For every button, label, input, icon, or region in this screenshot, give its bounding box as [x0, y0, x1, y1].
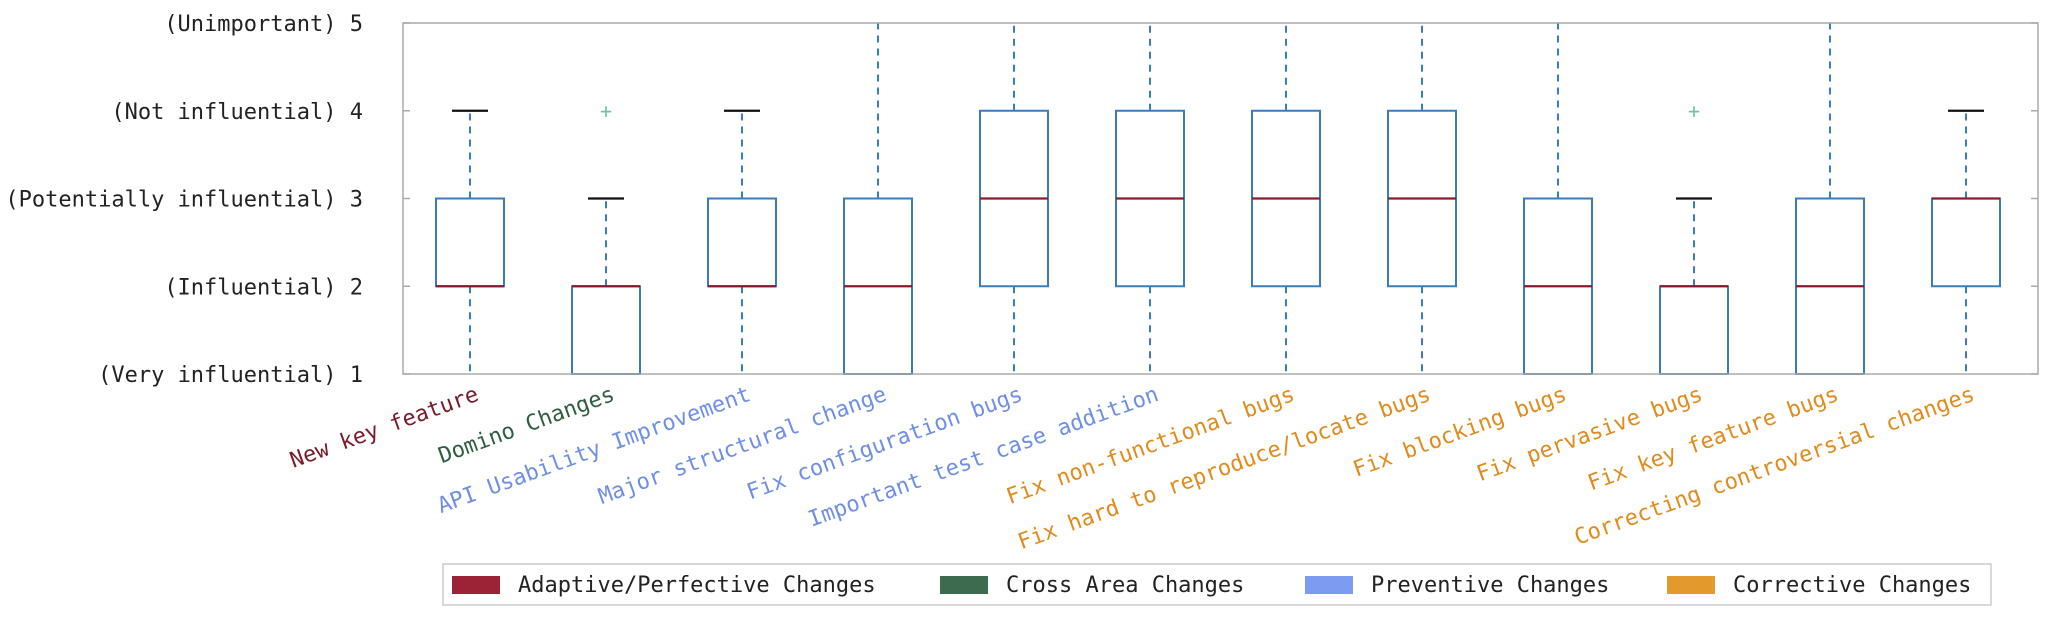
- plot-area: + +: [435, 23, 2001, 375]
- legend-label: Preventive Changes: [1371, 573, 1609, 598]
- legend-frame: [442, 563, 1992, 606]
- plot-frame: [402, 22, 2039, 375]
- box-7: [1251, 23, 1321, 374]
- box-8: [1387, 23, 1457, 374]
- outlier-marker: +: [1688, 99, 1700, 123]
- box-iqr: [707, 197, 777, 288]
- legend: Adaptive/Perfective Changes Cross Area Ch…: [442, 563, 1992, 606]
- legend-label: Cross Area Changes: [1006, 573, 1244, 598]
- box-iqr: [571, 285, 641, 375]
- box-9: [1523, 23, 1593, 375]
- legend-swatch: [452, 576, 500, 594]
- box-2: +: [571, 99, 641, 375]
- legend-label: Corrective Changes: [1733, 573, 1971, 598]
- box-5: [979, 23, 1049, 374]
- box-4: [843, 23, 913, 375]
- box-1: [435, 109, 505, 374]
- y-tick-label: (Unimportant) 5: [164, 12, 363, 37]
- box-iqr: [1659, 285, 1729, 375]
- box-11: [1795, 23, 1865, 375]
- legend-label: Adaptive/Perfective Changes: [518, 573, 876, 598]
- box-10: +: [1659, 99, 1729, 375]
- box-iqr: [1931, 197, 2001, 288]
- legend-swatch: [940, 576, 988, 594]
- box-iqr: [435, 197, 505, 288]
- legend-swatch: [1305, 576, 1353, 594]
- outlier-marker: +: [600, 99, 612, 123]
- box-6: [1115, 23, 1185, 374]
- y-tick-label: (Influential) 2: [164, 275, 363, 300]
- legend-swatch: [1667, 576, 1715, 594]
- box-12: [1931, 109, 2001, 374]
- box-3: [707, 109, 777, 374]
- y-tick-label: (Very influential) 1: [98, 363, 363, 388]
- y-tick-label: (Not influential) 4: [111, 100, 363, 125]
- y-tick-label: (Potentially influential) 3: [5, 188, 363, 213]
- y-axis: (Very influential) 1 (Influential) 2 (Pote…: [5, 12, 2038, 388]
